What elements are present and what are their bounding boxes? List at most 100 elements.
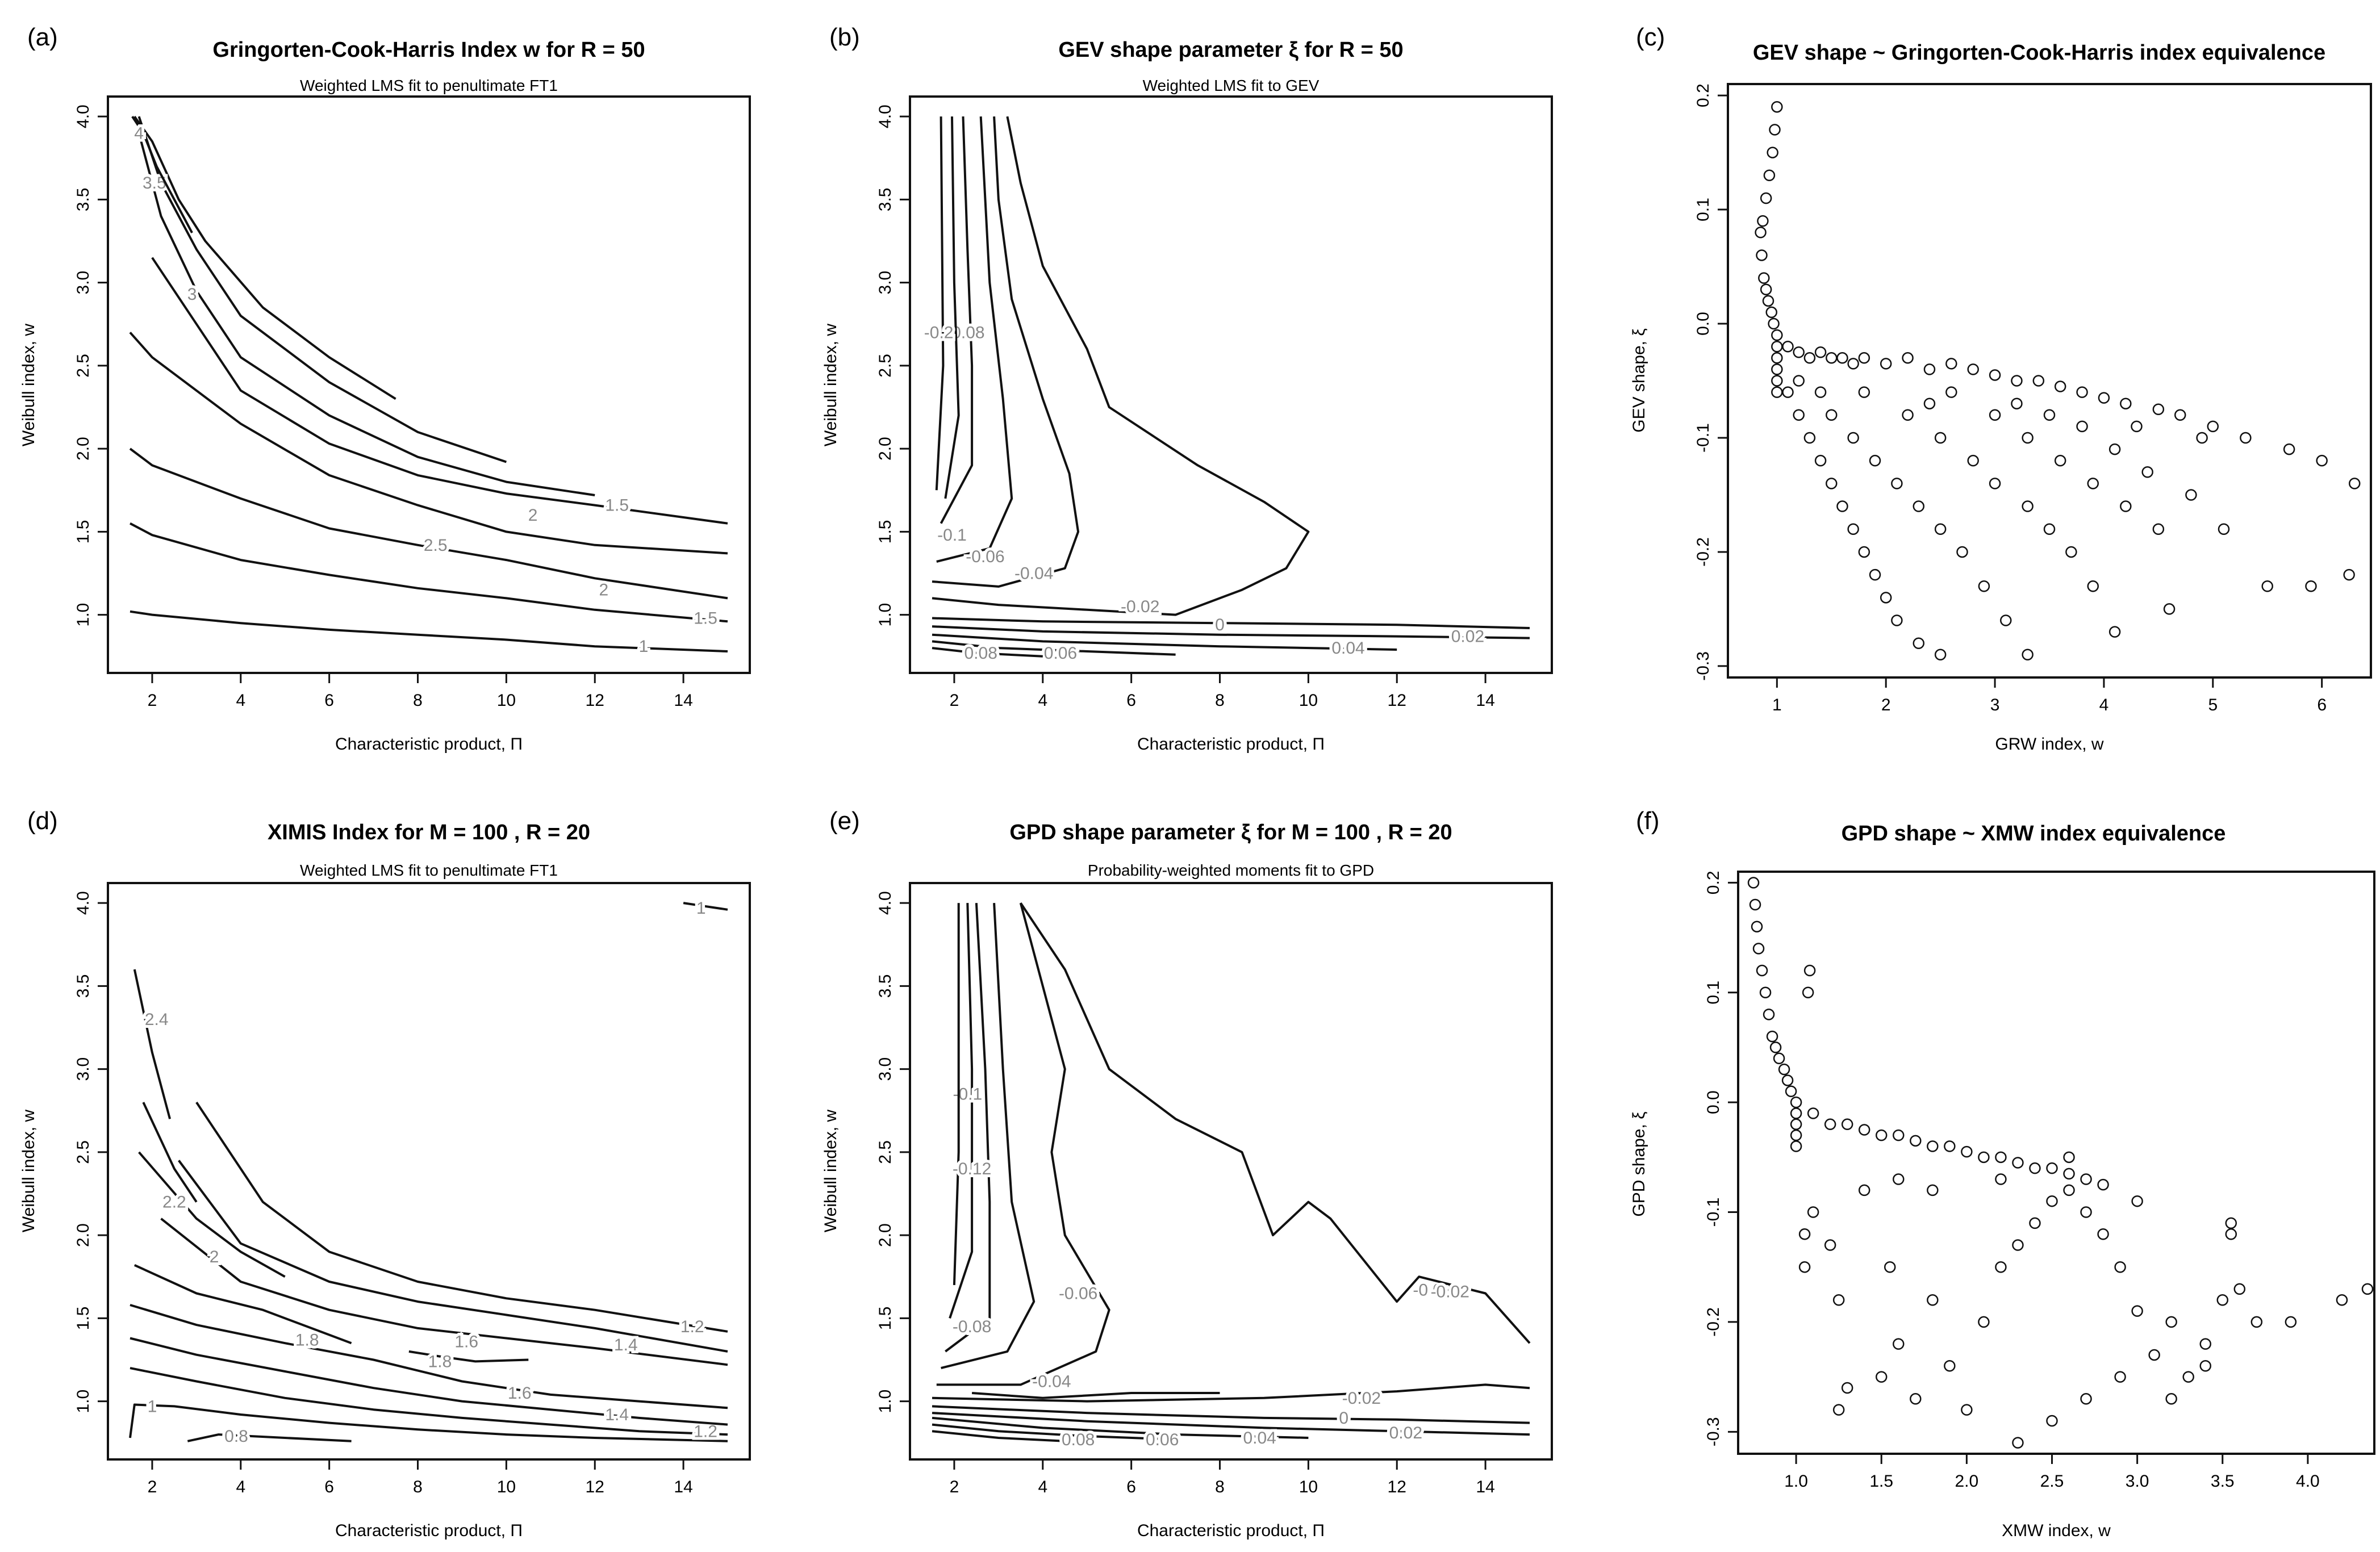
y-axis-label-b: Weibull index, w [821, 324, 840, 447]
x-tick-label: 10 [1299, 1478, 1318, 1496]
data-point [1989, 409, 2001, 421]
y-tick-label: 0.2 [1704, 871, 1723, 894]
data-point [1807, 1107, 1819, 1119]
data-point [2080, 1393, 2092, 1405]
contour-line [178, 1160, 728, 1353]
plot-frame-a [107, 95, 751, 674]
data-point [1847, 432, 1859, 444]
contour-line [138, 1151, 286, 1278]
panel-subtitle-b: Weighted LMS fit to GEV [1143, 77, 1320, 94]
contour-line [137, 132, 595, 496]
data-point [2152, 523, 2165, 535]
data-point [1767, 147, 1778, 158]
data-point [1814, 386, 1827, 398]
data-point [2022, 649, 2034, 661]
panel-c: (c) GEV shape ~ Gringorten-Cook-Harris i… [1630, 23, 2372, 754]
data-point [2250, 1316, 2263, 1328]
data-point [1869, 568, 1881, 581]
data-point [1803, 352, 1816, 364]
y-tick-label: 2.0 [74, 437, 93, 461]
data-point [2218, 523, 2230, 535]
data-point [1782, 386, 1794, 398]
panel-title-a: Gringorten-Cook-Harris Index w for R = 5… [212, 38, 645, 62]
panel-title-f: GPD shape ~ XMW index equivalence [1842, 822, 2226, 846]
x-tick-label: 6 [2317, 696, 2327, 714]
contour-line [137, 116, 507, 463]
y-tick-label: 4.0 [74, 891, 93, 915]
contour-label: 4 [134, 124, 144, 143]
panel-label-b: (b) [829, 23, 860, 51]
data-point [1893, 1129, 1905, 1141]
data-point [1803, 432, 1816, 444]
data-point [1759, 986, 1772, 998]
x-axis-label-b: Characteristic product, Π [1137, 735, 1325, 754]
data-point [2163, 603, 2176, 615]
data-point [1814, 346, 1827, 358]
data-point [2087, 478, 2099, 490]
data-point [1785, 1085, 1797, 1098]
data-point [2076, 386, 2088, 398]
y-tick-label: -0.3 [1704, 1417, 1723, 1446]
x-tick-label: 10 [497, 1478, 516, 1496]
data-point [1771, 386, 1783, 398]
contour-label: -0.02 [1431, 1283, 1469, 1302]
plot-area-d: 2 4 6 8 10 12 141.01.52.02.53.03.54.00.811.21.… [74, 891, 728, 1496]
panel-e: (e) GPD shape parameter ξ for M = 100 , … [821, 807, 1553, 1540]
contour-label: 1.6 [454, 1332, 478, 1351]
data-point [1763, 1009, 1775, 1020]
x-axis-label-e: Characteristic product, Π [1137, 1521, 1325, 1540]
data-point [2065, 546, 2077, 558]
y-tick-label: -0.2 [1694, 537, 1713, 567]
data-point [1934, 523, 1947, 535]
data-point [1880, 592, 1892, 604]
contour-line [130, 610, 728, 652]
data-point [1858, 546, 1870, 558]
panel-b: (b) GEV shape parameter ξ for R = 50 Wei… [821, 23, 1553, 754]
x-tick-label: 5 [2208, 696, 2218, 714]
contour-label: 1 [639, 637, 649, 656]
contour-label: 1.6 [508, 1384, 532, 1403]
data-point [1944, 1140, 1956, 1152]
contour-label: -0.02 [1413, 1281, 1451, 1300]
data-point [1847, 523, 1859, 535]
data-point [1793, 346, 1805, 358]
contour-line [131, 115, 193, 233]
data-point [2225, 1228, 2237, 1240]
y-tick-label: 3.5 [876, 187, 895, 211]
plot-frame-d [107, 882, 751, 1461]
contour-line [944, 116, 960, 499]
contour-label: -0.12 [953, 1160, 991, 1178]
data-point [1752, 943, 1765, 955]
data-point [1995, 1151, 2007, 1164]
data-point [2285, 1316, 2297, 1328]
plot-frame-b [909, 95, 1553, 674]
data-point [2063, 1151, 2075, 1164]
contour-line [130, 1337, 728, 1426]
data-point [1803, 964, 1816, 977]
contour-line [142, 1102, 198, 1203]
x-tick-label: 2.0 [1955, 1472, 1978, 1491]
x-tick-label: 4 [1038, 1478, 1047, 1496]
contour-line [683, 902, 728, 911]
contour-label: -0.02 [1342, 1389, 1381, 1408]
x-tick-label: 2 [950, 691, 959, 710]
data-point [2076, 420, 2088, 433]
data-point [1773, 1052, 1785, 1065]
y-tick-label: 1.0 [876, 1390, 895, 1413]
data-point [1769, 124, 1781, 136]
x-tick-label: 2 [950, 1478, 959, 1496]
contour-line [932, 647, 1043, 658]
data-point [1781, 1074, 1794, 1086]
contour-label: 1.5 [605, 496, 629, 515]
y-axis-label-d: Weibull index, w [19, 1110, 38, 1233]
y-tick-label: 1.5 [74, 520, 93, 544]
data-point [1790, 1118, 1802, 1131]
data-point [1858, 352, 1870, 364]
data-point [1858, 1184, 1870, 1197]
y-tick-label: 2.5 [876, 354, 895, 378]
data-point [2225, 1217, 2237, 1229]
contour-line [953, 903, 960, 1285]
panel-label-f: (f) [1636, 807, 1660, 835]
contour-label: -0.02 [1121, 597, 1159, 616]
data-point [2174, 409, 2186, 421]
